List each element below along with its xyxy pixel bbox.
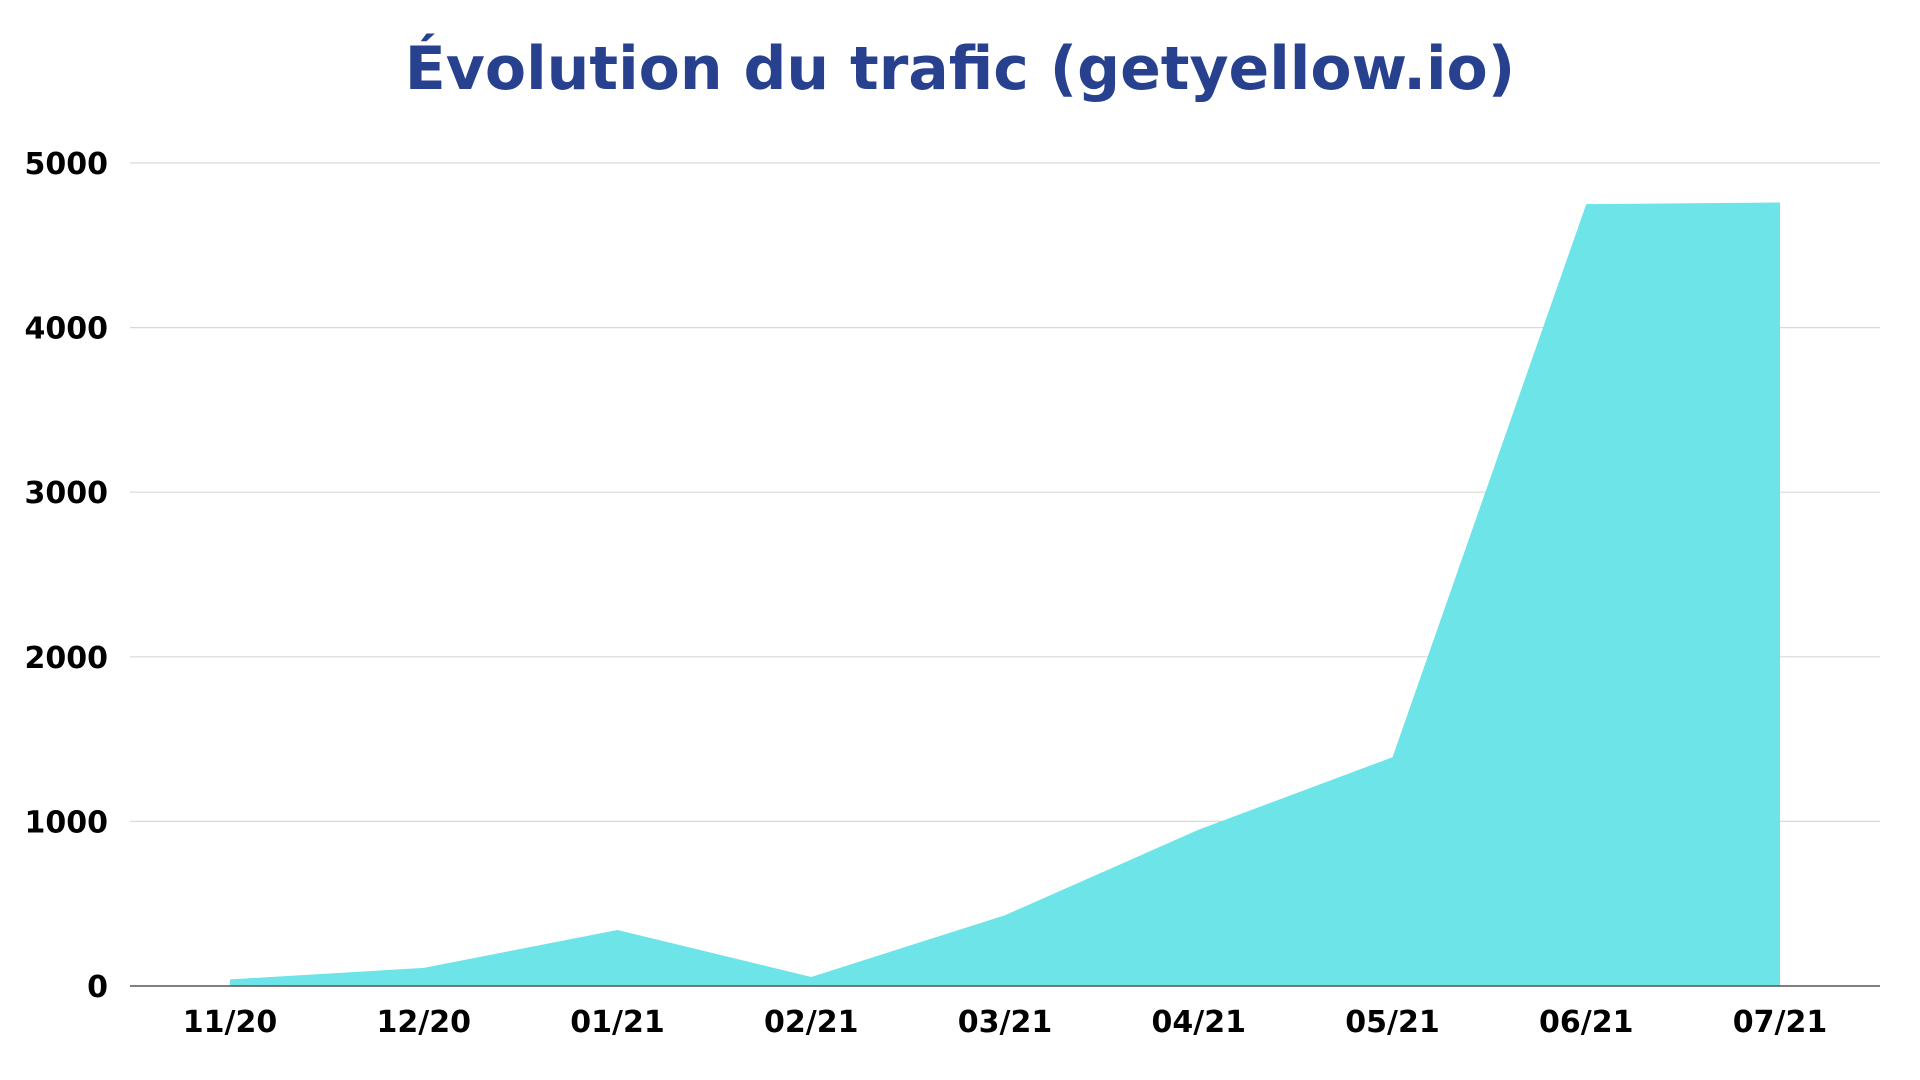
area-series [230,202,1780,986]
y-tick-label: 5000 [25,147,109,182]
chart-title: Évolution du trafic (getyellow.io) [404,34,1516,104]
area-fill [230,202,1780,986]
x-tick-label: 02/21 [764,1005,858,1040]
x-tick-label: 01/21 [570,1005,664,1040]
x-tick-label: 03/21 [958,1005,1052,1040]
y-axis-ticks: 0 1000 2000 3000 4000 5000 [25,147,109,1005]
x-tick-label: 04/21 [1152,1005,1246,1040]
x-tick-label: 07/21 [1733,1005,1827,1040]
x-axis-ticks: 11/20 12/20 01/21 02/21 03/21 04/21 05/21 06/21… [183,1005,1827,1040]
x-tick-label: 06/21 [1539,1005,1633,1040]
x-tick-label: 11/20 [183,1005,277,1040]
y-tick-label: 2000 [25,641,109,676]
x-tick-label: 12/20 [377,1005,471,1040]
y-tick-label: 1000 [25,805,109,840]
y-tick-label: 4000 [25,312,109,347]
y-tick-label: 3000 [25,476,109,511]
x-tick-label: 05/21 [1345,1005,1439,1040]
y-tick-label: 0 [87,970,108,1005]
